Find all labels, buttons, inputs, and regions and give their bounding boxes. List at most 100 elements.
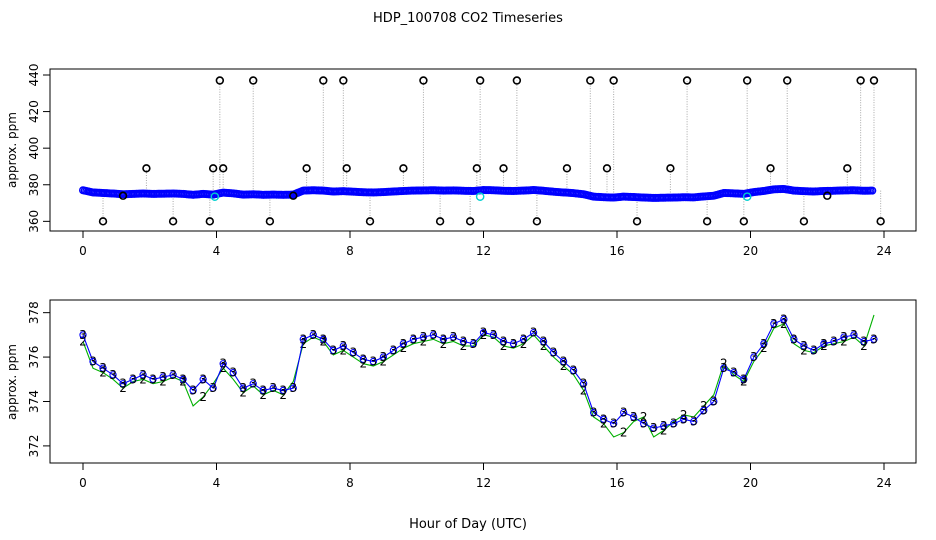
series-label: 3 [209, 381, 217, 395]
spike-point [218, 164, 228, 173]
series-label: 3 [630, 410, 638, 424]
spike-point [869, 76, 879, 85]
series-point [660, 422, 668, 430]
series-label: 3 [400, 337, 408, 351]
series-label: 3 [620, 406, 628, 420]
x-tick-label: 20 [743, 476, 758, 490]
series-point [549, 348, 558, 357]
series-label: 2 [620, 426, 628, 440]
y-tick-label: 372 [27, 434, 41, 457]
series-label: 2 [360, 357, 368, 371]
y-tick-label: 400 [27, 137, 41, 160]
series-label: 2 [99, 366, 107, 380]
series-label: 3 [590, 406, 598, 420]
spike-point [739, 217, 749, 226]
spike-point [602, 164, 612, 173]
series-point [479, 328, 488, 337]
series-label: 3 [239, 381, 247, 395]
series-point [529, 328, 538, 337]
series-label: 3 [760, 337, 768, 351]
series-point [269, 384, 277, 392]
highlight-point [742, 192, 752, 201]
top-plot-frame [49, 68, 917, 232]
series-point [289, 384, 297, 392]
series-point [449, 333, 458, 341]
spike-point [289, 191, 298, 200]
y-tick-label: 420 [27, 100, 41, 123]
series-label: 3 [860, 335, 868, 349]
series-label: 3 [259, 383, 267, 397]
series-point [399, 340, 408, 348]
series-label: 3 [550, 346, 558, 360]
series-point [459, 337, 468, 346]
series-label: 3 [299, 332, 307, 346]
y-tick-label: 360 [27, 210, 41, 233]
series-label: 3 [610, 417, 618, 431]
series-label: 2 [420, 335, 428, 349]
series-point [469, 340, 478, 348]
series-label: 3 [730, 366, 738, 380]
series-label: 3 [850, 328, 858, 342]
series-label: 3 [740, 372, 748, 386]
series-label: 3 [329, 343, 337, 357]
spike-point [512, 76, 522, 85]
chart-title: HDP_100708 CO2 Timeseries [373, 11, 563, 26]
series-point [630, 413, 638, 421]
series-point [319, 335, 327, 343]
series-label: 3 [560, 355, 568, 369]
series-point [710, 397, 718, 406]
y-tick-label: 378 [27, 301, 41, 324]
series-point [179, 375, 187, 383]
spike-point [98, 217, 108, 226]
series-point [670, 420, 678, 428]
series-label: 2 [780, 317, 788, 331]
spike-point [339, 76, 348, 85]
series-label: 3 [99, 361, 107, 375]
series-point [99, 364, 107, 372]
series-point [189, 386, 197, 395]
series-label: 3 [319, 332, 327, 346]
series-label: 3 [870, 332, 878, 346]
series-label: 2 [179, 375, 187, 389]
series-label: 3 [480, 326, 488, 340]
series-label: 2 [600, 417, 608, 431]
spike-point [632, 217, 642, 226]
series-point [489, 331, 498, 339]
series-label: 2 [580, 383, 588, 397]
series-point [109, 371, 117, 379]
spike-point [702, 217, 712, 226]
series-label: 3 [530, 326, 538, 340]
series-point [199, 375, 207, 383]
series-point [139, 371, 147, 379]
series-label: 3 [219, 357, 227, 371]
series-point [600, 415, 608, 423]
series-label: 2 [700, 399, 708, 413]
series-label: 2 [500, 339, 508, 353]
highlight-point [210, 192, 220, 201]
series-label: 2 [119, 381, 127, 395]
series-label: 2 [520, 337, 528, 351]
spike-point [766, 164, 775, 173]
series-label: 3 [199, 372, 207, 386]
spike-point [562, 164, 572, 173]
series-label: 3 [770, 317, 778, 331]
series-point [800, 342, 808, 350]
series-point [169, 371, 177, 379]
series-label: 3 [700, 403, 708, 417]
series-point [129, 375, 137, 383]
series-point [379, 353, 388, 361]
series-label: 3 [810, 343, 818, 357]
series-label: 3 [600, 412, 608, 426]
series-point [439, 335, 448, 343]
spike-point [208, 164, 218, 173]
series-label: 3 [269, 381, 277, 395]
series-label: 3 [169, 368, 177, 382]
series-point [569, 366, 578, 375]
spike-point [856, 76, 865, 85]
series-label: 3 [440, 332, 448, 346]
series-point [149, 375, 157, 383]
series-label: 2 [660, 423, 668, 437]
spike-point [843, 164, 852, 173]
x-tick-label: 16 [609, 244, 624, 258]
